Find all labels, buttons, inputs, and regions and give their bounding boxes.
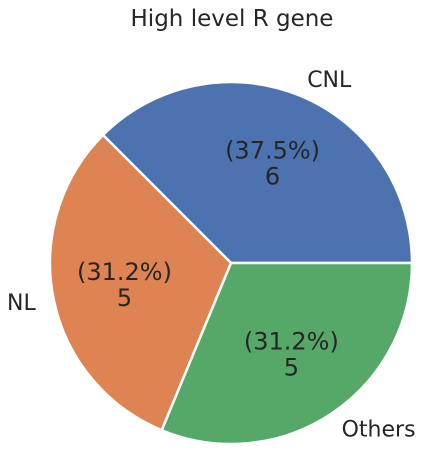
slice-percent-cnl: (37.5%) xyxy=(225,137,320,165)
pie-slices xyxy=(48,80,414,446)
chart-title: High level R gene xyxy=(131,6,334,32)
slice-percent-others: (31.2%) xyxy=(244,327,339,355)
pie-slice-others xyxy=(160,261,414,446)
slice-label-cnl: CNL xyxy=(307,68,352,93)
pie-slice-cnl xyxy=(101,80,414,265)
pie-slice-nl xyxy=(48,133,233,432)
slice-label-nl: NL xyxy=(7,291,36,316)
slice-count-others: 5 xyxy=(284,353,299,381)
slice-count-nl: 5 xyxy=(117,284,132,312)
slice-label-others: Others xyxy=(342,418,416,443)
slice-percent-nl: (31.2%) xyxy=(77,258,172,286)
slice-count-cnl: 6 xyxy=(265,163,280,191)
